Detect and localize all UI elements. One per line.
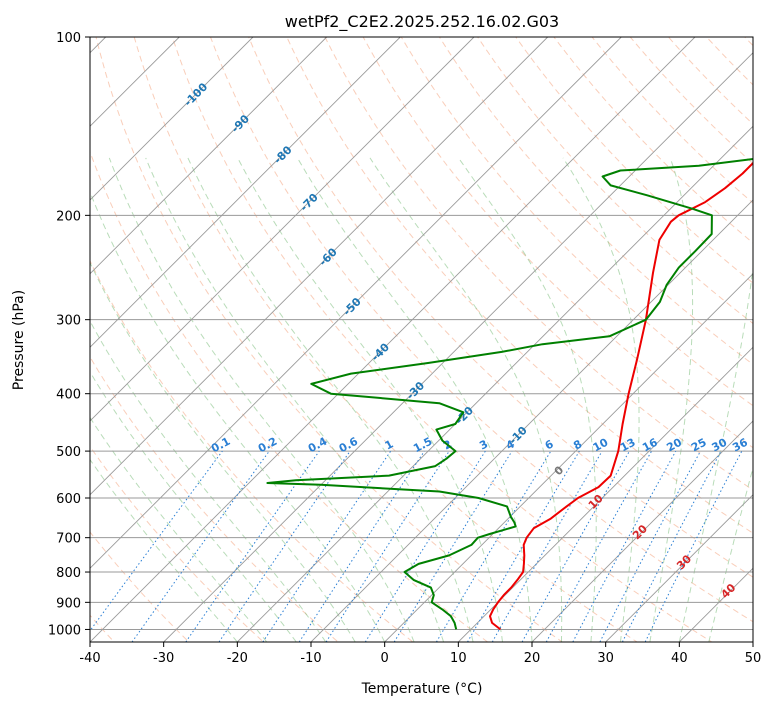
mixing-ratio-label: 20	[664, 436, 684, 455]
mixing-ratio-label: 30	[710, 436, 730, 455]
x-tick-label: 0	[381, 651, 389, 666]
chart-title: wetPf2_C2E2.2025.252.16.02.G03	[285, 12, 559, 32]
isotherm-line	[90, 37, 328, 275]
x-tick-label: 50	[745, 651, 762, 666]
mixing-ratio-line	[218, 450, 351, 642]
dry-adiabat-line	[438, 37, 753, 366]
x-tick-label: -40	[79, 651, 100, 666]
x-axis-label: Temperature (°C)	[361, 681, 483, 697]
x-tick-label: 40	[671, 651, 688, 666]
y-tick-label: 900	[56, 596, 81, 611]
moist-adiabat-line	[369, 157, 563, 642]
moist-adiabat-line	[296, 157, 533, 642]
isotherm-line	[90, 37, 254, 201]
plot-frame	[89, 36, 754, 643]
y-tick-label: 500	[56, 445, 81, 460]
mixing-ratio-line	[521, 450, 630, 642]
dry-adiabat-line	[90, 150, 489, 642]
x-tick-label: 10	[450, 651, 467, 666]
dry-adiabat-line	[476, 37, 753, 325]
moist-adiabat-line	[90, 320, 327, 642]
isotherm-line	[236, 125, 753, 642]
mixing-ratio-label: 13	[618, 436, 638, 455]
x-tick-label: -20	[227, 651, 248, 666]
mixing-ratio-line	[572, 450, 677, 642]
x-axis: -40 -30 -20 -10 0 10 20 30 40 50	[79, 642, 761, 666]
y-tick-label: 600	[56, 492, 81, 507]
dry-adiabat-line	[286, 37, 753, 534]
mixing-ratio-label: 36	[730, 436, 750, 455]
y-axis-label: Pressure (hPa)	[11, 290, 27, 390]
isotherm-line	[605, 494, 753, 642]
dry-adiabat-line	[324, 37, 753, 491]
mixing-ratio-line	[325, 450, 450, 642]
isotherm-line	[384, 273, 753, 642]
dry-adiabat-line	[95, 37, 564, 642]
isotherm-line	[310, 199, 753, 642]
y-tick-label: 1000	[48, 623, 81, 638]
isotherm-line	[90, 37, 475, 422]
moist-adiabat-line	[562, 157, 640, 642]
moist-adiabat-line	[90, 261, 356, 642]
dewpoint-profile-line	[266, 158, 753, 630]
x-tick-label: -30	[153, 651, 174, 666]
dry-adiabat-line	[629, 37, 753, 165]
mixing-ratio-label: 25	[689, 436, 709, 455]
temperature-profile-line	[489, 161, 753, 631]
x-tick-label: 30	[597, 651, 614, 666]
isotherm-line	[90, 37, 696, 642]
mixing-ratio-line	[545, 450, 653, 642]
isotherm-line	[90, 37, 549, 496]
mixing-ratio-line	[131, 450, 270, 642]
dry-adiabat-line	[90, 445, 265, 642]
y-tick-label: 400	[56, 388, 81, 403]
y-tick-label: 700	[56, 532, 81, 547]
mixing-ratio-line	[491, 450, 603, 642]
isotherm-line	[90, 37, 622, 569]
mixing-ratio-line	[185, 450, 320, 642]
dry-adiabat-line	[171, 37, 713, 642]
isotherm-line	[90, 37, 401, 348]
mixing-ratio-line	[467, 450, 580, 642]
mixing-ratio-label: 16	[640, 436, 660, 455]
isotherm-line	[163, 52, 753, 642]
dry-adiabat-line	[667, 37, 753, 125]
dry-adiabat-line	[248, 37, 753, 578]
y-axis: 100 200 300 400 500 600 700 800 900 1000	[48, 31, 90, 638]
y-tick-label: 100	[56, 31, 81, 46]
y-tick-label: 300	[56, 314, 81, 329]
dry-adiabat-line	[133, 37, 638, 642]
dry-adiabat-line	[90, 259, 414, 642]
y-tick-label: 200	[56, 209, 81, 224]
mixing-ratio-line	[364, 450, 486, 642]
dry-adiabat-line	[362, 37, 753, 449]
mixing-ratio-label: 10	[591, 436, 611, 455]
x-tick-label: 20	[524, 651, 541, 666]
isotherm-line	[457, 346, 753, 642]
y-tick-label: 800	[56, 566, 81, 581]
mixing-ratio-line	[435, 450, 552, 642]
mixing-ratio-line	[90, 450, 223, 632]
mixing-ratio-line	[393, 450, 513, 642]
moist-adiabat-line	[458, 157, 597, 642]
isotherm-line	[531, 420, 753, 642]
x-tick-label: -10	[300, 651, 321, 666]
moist-adiabat-line	[90, 370, 297, 642]
